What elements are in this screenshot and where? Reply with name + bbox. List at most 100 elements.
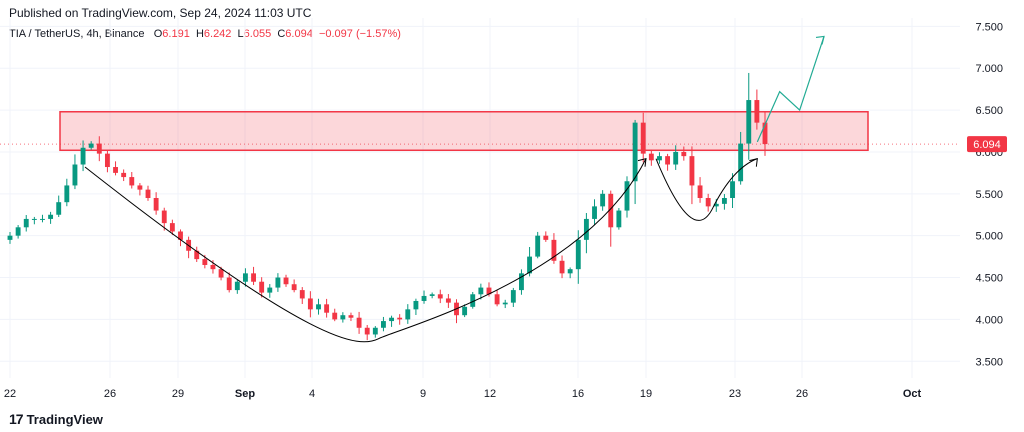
candle-body xyxy=(121,172,127,178)
symbol-name: TIA / TetherUS, 4h, Binance xyxy=(9,28,145,40)
candle-body xyxy=(543,235,549,240)
candle-body xyxy=(673,151,679,165)
time-tick-label: 9 xyxy=(420,388,426,400)
projection-arrow-head xyxy=(815,35,825,45)
candle-body xyxy=(389,317,394,322)
price-axis[interactable]: 3.5004.0004.5005.0005.5006.0006.5007.000… xyxy=(967,21,1007,368)
candle-body xyxy=(437,294,443,299)
candle-body xyxy=(218,269,224,278)
price-tick-label: 4.000 xyxy=(975,314,1003,326)
candle-body xyxy=(40,218,45,220)
candle-body xyxy=(738,143,744,182)
candle-body xyxy=(413,300,419,310)
time-tick-label: 12 xyxy=(484,388,496,400)
candle-body xyxy=(648,153,654,161)
chart-grid xyxy=(0,18,960,378)
candle-body xyxy=(486,287,492,295)
candle-body xyxy=(429,294,435,296)
published-note: Published on TradingView.com, Sep 24, 20… xyxy=(9,6,312,20)
cup-arrow-head xyxy=(637,157,647,167)
candle-body xyxy=(462,306,468,316)
time-axis[interactable]: 22 26 29 Sep 4 9 12 16 19 23 26 Oct xyxy=(4,388,922,400)
candle-body xyxy=(7,235,13,240)
candle-body xyxy=(592,206,597,219)
candle-body xyxy=(88,143,94,148)
tradingview-logo-icon: 17 xyxy=(9,411,24,427)
close-label: C xyxy=(277,28,286,40)
change-value: −0.097 (−1.57%) xyxy=(318,28,401,40)
candle-body xyxy=(421,295,427,301)
high-value: 6.242 xyxy=(203,28,232,40)
candle-body xyxy=(96,143,102,154)
candle-body xyxy=(535,235,541,257)
candle-body xyxy=(697,185,703,198)
candle-body xyxy=(730,181,735,198)
candle-body xyxy=(226,277,232,291)
last-price-value: 6.094 xyxy=(973,139,1001,151)
high-label: H xyxy=(195,28,204,40)
candle-body xyxy=(705,198,711,207)
cup-arc xyxy=(84,158,647,343)
candle-body xyxy=(567,269,573,274)
price-tick-label: 3.500 xyxy=(975,356,1003,368)
candle-body xyxy=(372,327,378,335)
candle-body xyxy=(153,198,159,211)
candle-body xyxy=(510,290,516,303)
candle-body xyxy=(299,290,305,299)
candle-body xyxy=(340,315,346,320)
handle-arc xyxy=(655,158,758,221)
candle-body xyxy=(632,122,638,182)
candle-body xyxy=(48,214,54,219)
candle-body xyxy=(754,100,760,123)
candle-body xyxy=(559,260,565,274)
candle-body xyxy=(332,312,338,320)
candle-body xyxy=(616,210,622,228)
candle-body xyxy=(356,317,362,328)
candle-body xyxy=(470,294,476,307)
projection-path xyxy=(756,36,825,143)
candle-body xyxy=(478,287,484,295)
price-tick-label: 7.000 xyxy=(975,63,1003,75)
resistance-zone xyxy=(59,111,869,152)
candle-body xyxy=(575,239,581,270)
candle-body xyxy=(137,185,143,190)
candle-body xyxy=(291,284,297,291)
candle-body xyxy=(397,317,403,320)
price-tick-label: 5.000 xyxy=(975,231,1003,243)
candle-body xyxy=(234,281,240,291)
candle-body xyxy=(72,164,78,186)
tradingview-brand[interactable]: 17 TradingView xyxy=(9,411,103,427)
time-tick-label: 23 xyxy=(729,388,741,400)
candle-body xyxy=(624,181,630,211)
last-price-badge xyxy=(967,136,1007,153)
candle-body xyxy=(80,147,86,165)
candle-body xyxy=(608,193,614,228)
candle-body xyxy=(348,315,354,318)
time-tick-label: 26 xyxy=(796,388,808,400)
candle-body xyxy=(31,218,37,220)
candle-body xyxy=(275,277,281,288)
candle-body xyxy=(551,239,557,261)
candle-body xyxy=(657,156,662,161)
time-tick-label: 29 xyxy=(172,388,184,400)
candle-body xyxy=(762,122,768,145)
symbol-legend: TIA / TetherUS, 4h, Binance O6.191 H6.24… xyxy=(9,28,401,40)
time-tick-label: 26 xyxy=(104,388,116,400)
open-value: 6.191 xyxy=(162,28,190,40)
candle-body xyxy=(640,122,646,154)
candle-body xyxy=(405,309,411,320)
candle-body xyxy=(113,167,118,173)
candle-body xyxy=(194,250,200,260)
time-tick-label: Sep xyxy=(235,388,255,400)
price-tick-label: 4.500 xyxy=(975,273,1003,285)
candle-body xyxy=(267,287,273,293)
time-tick-label: Oct xyxy=(903,388,922,400)
candle-body xyxy=(23,218,29,228)
candle-body xyxy=(445,298,451,303)
candle-body xyxy=(161,210,167,224)
candle-body xyxy=(178,231,183,240)
candle-body xyxy=(242,273,248,282)
candle-body xyxy=(665,156,671,165)
time-tick-label: 4 xyxy=(309,388,315,400)
